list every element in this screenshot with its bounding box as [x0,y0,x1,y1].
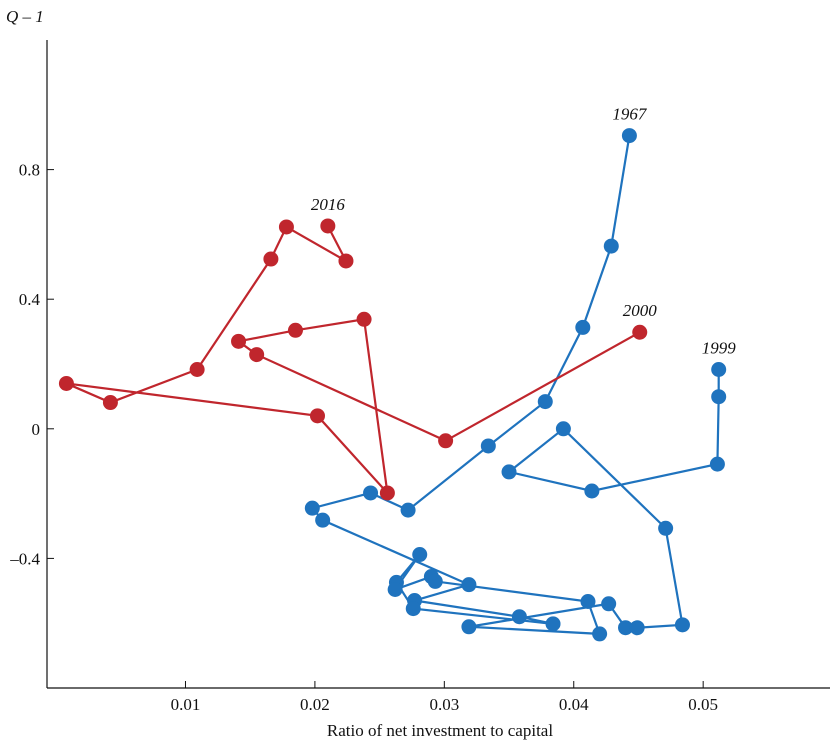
point [592,626,608,642]
point [309,408,325,424]
x-tick-label: 0.05 [688,695,718,714]
point [632,324,648,340]
x-tick-label: 0.04 [559,695,589,714]
point [537,394,553,410]
point [711,389,727,405]
point [629,620,645,636]
point [461,619,477,635]
point [618,620,634,636]
point [584,483,600,499]
point [601,596,617,612]
y-tick-label: –0.4 [9,549,40,568]
y-axis-label: Q – 1 [6,7,44,26]
point [320,218,336,234]
x-tick-label: 0.01 [171,695,201,714]
point [658,520,674,536]
point [575,319,591,335]
point [387,582,403,598]
point [249,347,265,363]
annotation: 2016 [311,195,346,214]
point [545,616,561,632]
point [501,464,517,480]
x-tick-label: 0.03 [429,695,459,714]
y-tick-label: 0 [32,420,41,439]
point [438,433,454,449]
point [400,502,416,518]
point [461,577,477,593]
annotation: 1999 [702,339,737,358]
point [412,547,428,563]
point [315,512,331,528]
point [363,485,379,501]
point [278,219,294,235]
point [711,362,727,378]
point [338,253,354,269]
series-line [65,225,641,497]
x-axis-label: Ratio of net investment to capital [327,721,553,740]
point [405,601,421,617]
y-tick-label: 0.8 [19,161,40,180]
point [263,251,279,267]
point [379,485,395,501]
point [709,456,725,472]
point [356,311,372,327]
point [480,438,496,454]
point [555,421,571,437]
point [511,609,527,625]
x-tick-label: 0.02 [300,695,330,714]
point [580,593,596,609]
point [287,322,303,338]
point [674,617,690,633]
point [603,238,619,254]
point [58,375,74,391]
point [231,333,247,349]
point [102,395,118,411]
y-tick-label: 0.4 [19,290,41,309]
point [189,362,205,378]
point [621,128,637,144]
point [427,573,443,589]
annotation: 2000 [623,301,658,320]
annotation: 1967 [612,105,648,124]
point [304,500,320,516]
